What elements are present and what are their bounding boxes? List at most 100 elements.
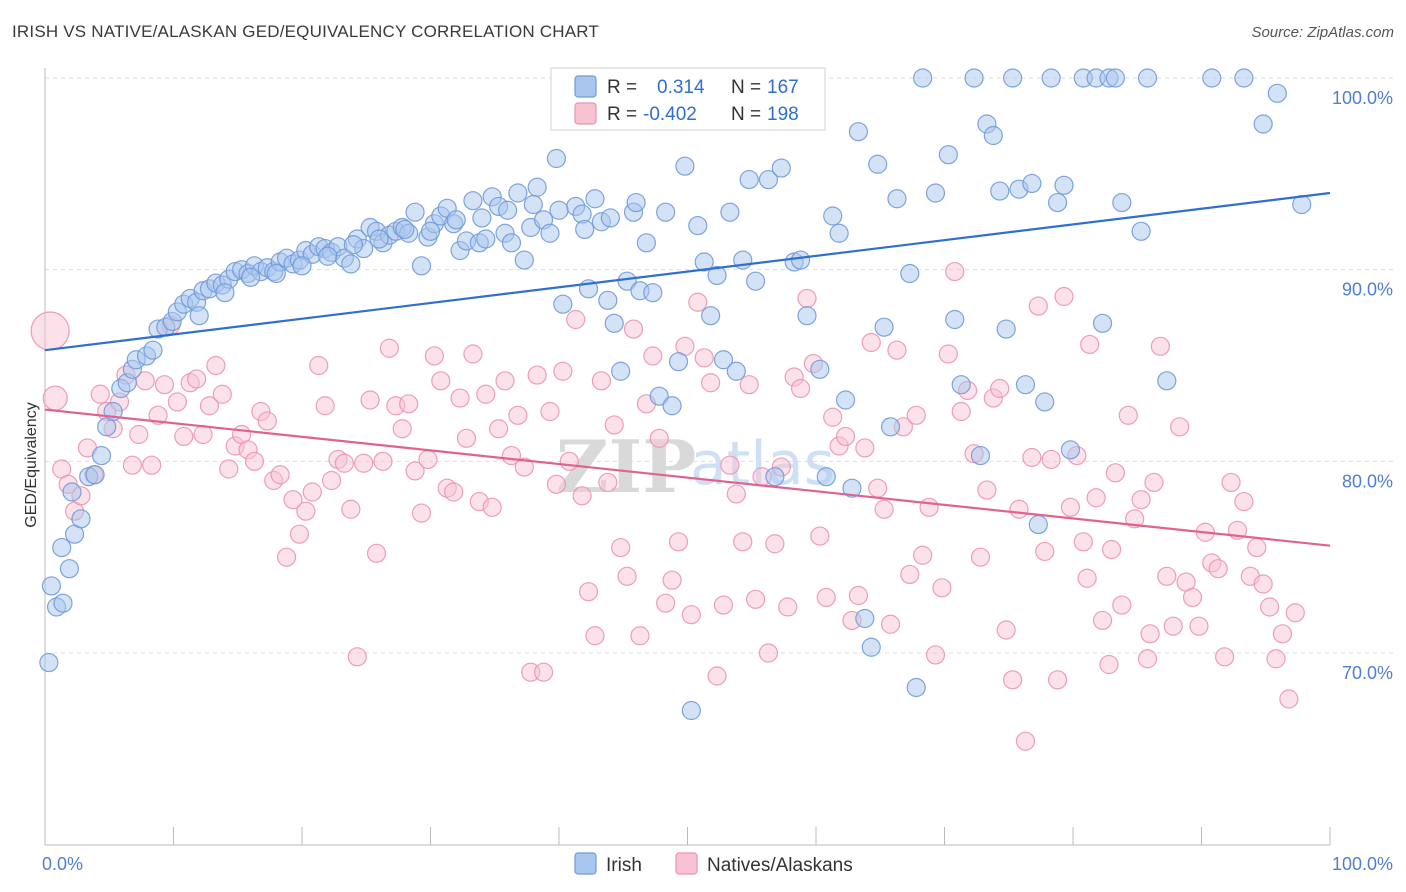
irish-point xyxy=(913,68,933,88)
irish-point xyxy=(643,283,663,303)
native-point xyxy=(456,428,477,448)
irish-point xyxy=(771,158,791,178)
native-point xyxy=(347,647,367,667)
x-tick-label: 0.0% xyxy=(42,854,83,874)
source-label: Source: ZipAtlas.com xyxy=(1251,24,1394,41)
native-point xyxy=(1105,463,1126,483)
legend-r-label: R = xyxy=(607,104,637,125)
irish-point xyxy=(662,396,682,416)
irish-point xyxy=(463,191,483,211)
irish-point xyxy=(990,181,1010,201)
native-point xyxy=(1112,595,1132,615)
native-point xyxy=(546,474,567,494)
irish-point xyxy=(1003,68,1023,88)
native-point xyxy=(656,593,676,613)
irish-point xyxy=(906,677,926,698)
native-point xyxy=(1099,654,1119,675)
irish-point xyxy=(41,576,62,596)
native-point xyxy=(540,401,560,422)
irish-point xyxy=(1202,68,1222,88)
native-point xyxy=(765,534,785,554)
native-point xyxy=(309,355,329,376)
native-point xyxy=(1260,597,1280,617)
native-point xyxy=(1247,537,1267,558)
native-point xyxy=(1279,689,1299,709)
native-point xyxy=(835,426,856,447)
native-point xyxy=(463,344,483,364)
native-point xyxy=(1182,587,1203,608)
native-point xyxy=(1144,472,1164,493)
native-point xyxy=(1253,574,1273,594)
native-trend-line xyxy=(44,408,1331,547)
native-point xyxy=(713,595,734,615)
native-point xyxy=(206,355,226,376)
x-tick-label: 100.0% xyxy=(1332,854,1393,874)
irish-point xyxy=(553,294,573,314)
native-point xyxy=(334,453,355,473)
native-point xyxy=(823,407,843,427)
irish-point xyxy=(476,229,496,249)
native-point xyxy=(360,390,380,410)
native-point xyxy=(874,499,894,519)
native-point xyxy=(1150,336,1170,356)
irish-point xyxy=(501,233,522,253)
irish-point xyxy=(739,169,759,190)
native-point xyxy=(1041,449,1061,470)
irish-point xyxy=(341,254,361,274)
native-point xyxy=(1140,624,1160,644)
native-point xyxy=(296,501,316,521)
irish-point xyxy=(887,189,907,209)
irish-point xyxy=(85,465,105,485)
native-point xyxy=(533,662,554,682)
native-point xyxy=(167,392,187,412)
irish-point xyxy=(546,148,567,169)
irish-point xyxy=(39,652,59,673)
irish-point xyxy=(1234,68,1254,88)
irish-point xyxy=(951,375,971,395)
native-point xyxy=(945,261,965,282)
native-point xyxy=(932,578,952,598)
irish-point xyxy=(472,208,492,228)
bottom-legend: Irish Natives/Alaskans xyxy=(574,852,853,876)
bottom-legend-label-natives: Natives/Alaskans xyxy=(707,855,853,876)
native-point xyxy=(906,405,926,425)
irish-point xyxy=(395,219,415,240)
native-point xyxy=(758,643,779,663)
irish-point xyxy=(53,593,73,613)
irish-point xyxy=(874,317,894,337)
irish-point xyxy=(848,122,869,142)
native-point xyxy=(694,348,714,368)
irish-point xyxy=(842,478,862,498)
native-point xyxy=(315,396,335,416)
native-point xyxy=(816,587,836,608)
bottom-legend-swatch-natives xyxy=(675,852,698,875)
irish-point xyxy=(964,68,984,88)
native-point xyxy=(289,524,310,544)
irish-points xyxy=(39,68,1312,721)
irish-point xyxy=(1022,173,1042,194)
native-point xyxy=(810,526,830,546)
irish-point xyxy=(1137,68,1158,88)
irish-point xyxy=(720,202,740,222)
irish-point xyxy=(369,229,389,249)
legend-r-label: R = xyxy=(607,77,637,98)
irish-point xyxy=(1041,68,1061,88)
native-point xyxy=(1170,417,1190,437)
native-point xyxy=(977,480,997,500)
irish-point xyxy=(829,223,849,243)
native-point xyxy=(919,497,939,517)
native-point xyxy=(726,484,746,504)
irish-point xyxy=(611,361,631,381)
legend-r-value: 0.314 xyxy=(657,77,705,98)
native-point xyxy=(1022,447,1042,468)
native-point xyxy=(424,346,444,366)
bottom-legend-swatch-irish xyxy=(574,852,597,875)
irish-point xyxy=(527,177,547,197)
native-point xyxy=(925,645,946,665)
native-point xyxy=(527,365,547,385)
native-point xyxy=(790,378,811,399)
native-point xyxy=(379,338,399,358)
native-point xyxy=(566,309,586,330)
y-tick-labels: 70.0% 80.0% 90.0% 100.0% xyxy=(1332,88,1393,683)
native-point xyxy=(244,451,265,471)
